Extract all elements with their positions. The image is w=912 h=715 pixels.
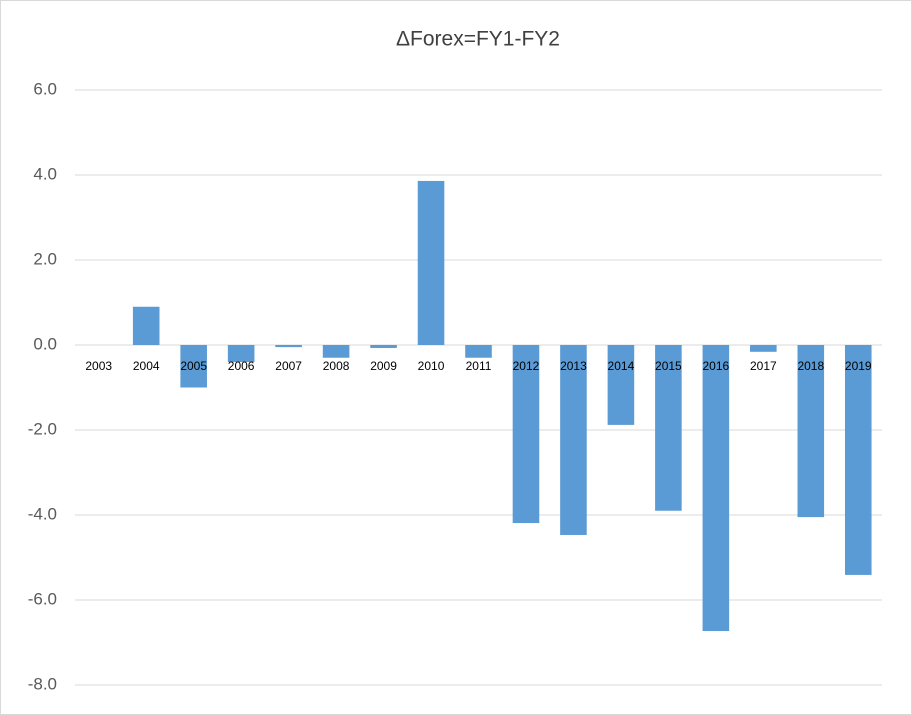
y-tick-label: 4.0 [33,164,57,183]
x-tick-label: 2005 [180,359,207,373]
x-tick-label: 2007 [275,359,302,373]
x-tick-label: 2008 [323,359,350,373]
x-tick-label: 2014 [608,359,635,373]
x-tick-label: 2004 [133,359,160,373]
bar [607,345,635,425]
x-tick-label: 2006 [228,359,255,373]
x-tick-label: 2019 [845,359,872,373]
y-tick-label: -2.0 [28,419,57,438]
bar [750,345,777,352]
bar [370,345,397,348]
y-tick-label: -4.0 [28,504,57,523]
bar [417,180,445,345]
bar [844,345,872,575]
x-tick-label: 2009 [370,359,397,373]
bar [560,345,587,535]
bar [702,345,730,632]
x-tick-label: 2012 [513,359,540,373]
y-tick-label: -6.0 [28,589,57,608]
y-tick-label: -8.0 [28,674,57,693]
x-tick-label: 2017 [750,359,777,373]
bar [132,306,160,345]
bar [512,345,540,524]
x-tick-label: 2013 [560,359,587,373]
chart-title: ΔForex=FY1-FY2 [396,28,560,51]
bar [275,345,302,348]
y-tick-label: 6.0 [33,79,57,98]
bar [797,345,825,518]
bar [227,345,255,362]
x-tick-label: 2016 [703,359,730,373]
x-tick-label: 2010 [418,359,445,373]
bar [322,345,350,358]
y-tick-label: 0.0 [33,334,57,353]
x-tick-label: 2015 [655,359,682,373]
y-tick-label: 2.0 [33,249,57,268]
bar [180,345,207,388]
x-tick-label: 2018 [797,359,824,373]
bar [465,345,492,358]
bar [655,345,682,511]
x-tick-label: 2003 [85,359,112,373]
x-tick-label: 2011 [466,359,492,373]
